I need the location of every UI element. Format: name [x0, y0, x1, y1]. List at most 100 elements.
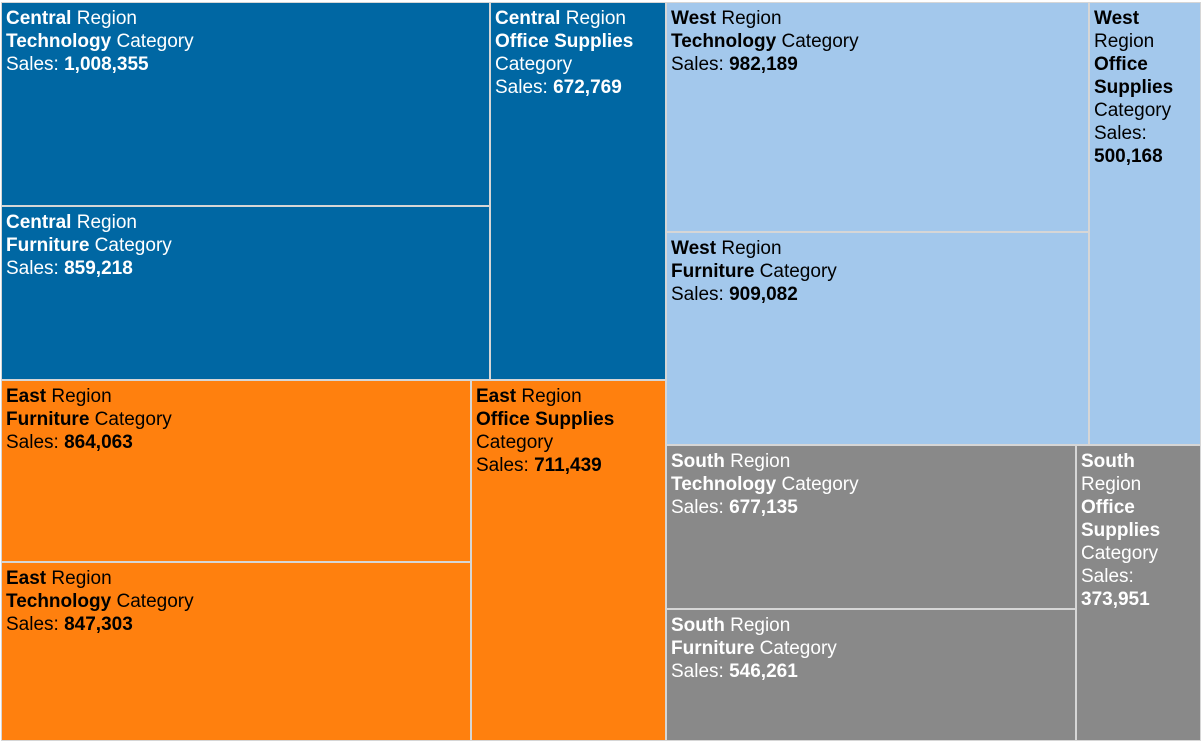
- category-word: Category: [781, 31, 859, 52]
- cell-sales-line: Sales: 864,063: [6, 431, 466, 454]
- cell-category-line: Office Supplies Category: [1081, 496, 1196, 565]
- cell-region-line: East Region: [476, 385, 661, 408]
- cell-region-line: West Region: [1094, 7, 1196, 53]
- sales-value: 909,082: [729, 284, 798, 305]
- category-name: Office Supplies: [1094, 54, 1174, 98]
- treemap-cell-central-furniture: Central Region Furniture Category Sales: 8…: [1, 206, 490, 380]
- cell-category-line: Technology Category: [6, 590, 466, 613]
- sales-value: 546,261: [729, 661, 798, 682]
- region-name: East: [6, 568, 47, 589]
- region-word: Region: [565, 8, 626, 29]
- cell-category-line: Furniture Category: [6, 408, 466, 431]
- region-word: Region: [51, 386, 112, 407]
- sales-word: Sales:: [671, 497, 724, 518]
- cell-category-line: Technology Category: [6, 30, 485, 53]
- category-name: Furniture: [6, 409, 90, 430]
- treemap-cell-east-technology: East Region Technology Category Sales: 847…: [1, 562, 471, 741]
- cell-sales-line: Sales: 546,261: [671, 660, 1071, 683]
- category-word: Category: [495, 54, 573, 75]
- region-word: Region: [1094, 31, 1155, 52]
- cell-sales-line: Sales: 500,168: [1094, 122, 1196, 168]
- treemap-cell-west-office-supplies: West Region Office Supplies Category Sales…: [1089, 2, 1201, 445]
- cell-sales-line: Sales: 672,769: [495, 76, 661, 99]
- sales-word: Sales:: [6, 54, 59, 75]
- region-word: Region: [721, 238, 782, 259]
- region-word: Region: [730, 451, 791, 472]
- sales-value: 500,168: [1094, 146, 1163, 167]
- cell-region-line: Central Region: [495, 7, 661, 30]
- sales-word: Sales:: [671, 284, 724, 305]
- category-name: Furniture: [671, 638, 755, 659]
- cell-category-line: Technology Category: [671, 473, 1071, 496]
- treemap-cell-central-technology: Central Region Technology Category Sales: …: [1, 2, 490, 206]
- category-name: Technology: [671, 474, 777, 495]
- category-word: Category: [1094, 100, 1172, 121]
- region-word: Region: [76, 8, 137, 29]
- cell-region-line: East Region: [6, 567, 466, 590]
- cell-region-line: Central Region: [6, 211, 485, 234]
- sales-value: 373,951: [1081, 589, 1150, 610]
- sales-word: Sales:: [476, 455, 529, 476]
- cell-region-line: West Region: [671, 7, 1084, 30]
- treemap-cell-south-technology: South Region Technology Category Sales: 67…: [666, 445, 1076, 609]
- region-name: West: [671, 238, 717, 259]
- region-word: Region: [521, 386, 582, 407]
- treemap-cell-east-furniture: East Region Furniture Category Sales: 864,…: [1, 380, 471, 562]
- sales-value: 672,769: [553, 77, 622, 98]
- category-word: Category: [476, 432, 554, 453]
- category-word: Category: [116, 31, 194, 52]
- sales-value: 1,008,355: [64, 54, 149, 75]
- region-name: West: [1094, 8, 1140, 29]
- category-word: Category: [94, 409, 172, 430]
- cell-region-line: South Region: [1081, 450, 1196, 496]
- cell-category-line: Furniture Category: [6, 234, 485, 257]
- cell-sales-line: Sales: 373,951: [1081, 565, 1196, 611]
- cell-category-line: Office Supplies Category: [495, 30, 661, 76]
- treemap-cell-central-office-supplies: Central Region Office Supplies Category Sa…: [490, 2, 666, 380]
- sales-value: 864,063: [64, 432, 133, 453]
- cell-sales-line: Sales: 982,189: [671, 53, 1084, 76]
- region-name: Central: [6, 212, 72, 233]
- region-word: Region: [76, 212, 137, 233]
- cell-region-line: East Region: [6, 385, 466, 408]
- category-word: Category: [759, 638, 837, 659]
- sales-value: 847,303: [64, 614, 133, 635]
- cell-category-line: Furniture Category: [671, 637, 1071, 660]
- region-name: South: [1081, 451, 1135, 472]
- sales-word: Sales:: [1094, 123, 1147, 144]
- sales-word: Sales:: [671, 54, 724, 75]
- category-name: Office Supplies: [1081, 497, 1161, 541]
- sales-value: 711,439: [534, 455, 602, 476]
- sales-value: 677,135: [729, 497, 798, 518]
- region-name: South: [671, 451, 725, 472]
- region-name: West: [671, 8, 717, 29]
- cell-category-line: Office Supplies Category: [1094, 53, 1196, 122]
- region-name: Central: [6, 8, 72, 29]
- sales-word: Sales:: [671, 661, 724, 682]
- region-word: Region: [51, 568, 112, 589]
- sales-word: Sales:: [1081, 566, 1134, 587]
- category-word: Category: [94, 235, 172, 256]
- cell-sales-line: Sales: 859,218: [6, 257, 485, 280]
- region-word: Region: [721, 8, 782, 29]
- cell-region-line: South Region: [671, 614, 1071, 637]
- sales-word: Sales:: [6, 258, 59, 279]
- category-name: Office Supplies: [495, 31, 634, 52]
- cell-region-line: West Region: [671, 237, 1084, 260]
- cell-sales-line: Sales: 847,303: [6, 613, 466, 636]
- category-word: Category: [759, 261, 837, 282]
- treemap-cell-south-office-supplies: South Region Office Supplies Category Sale…: [1076, 445, 1201, 741]
- region-name: East: [6, 386, 47, 407]
- category-name: Furniture: [6, 235, 90, 256]
- cell-sales-line: Sales: 909,082: [671, 283, 1084, 306]
- region-name: Central: [495, 8, 561, 29]
- region-name: East: [476, 386, 517, 407]
- region-word: Region: [730, 615, 791, 636]
- sales-word: Sales:: [495, 77, 548, 98]
- sales-word: Sales:: [6, 432, 59, 453]
- treemap-cell-west-furniture: West Region Furniture Category Sales: 909,…: [666, 232, 1089, 445]
- category-name: Technology: [6, 591, 112, 612]
- treemap-cell-south-furniture: South Region Furniture Category Sales: 546…: [666, 609, 1076, 741]
- category-name: Technology: [671, 31, 777, 52]
